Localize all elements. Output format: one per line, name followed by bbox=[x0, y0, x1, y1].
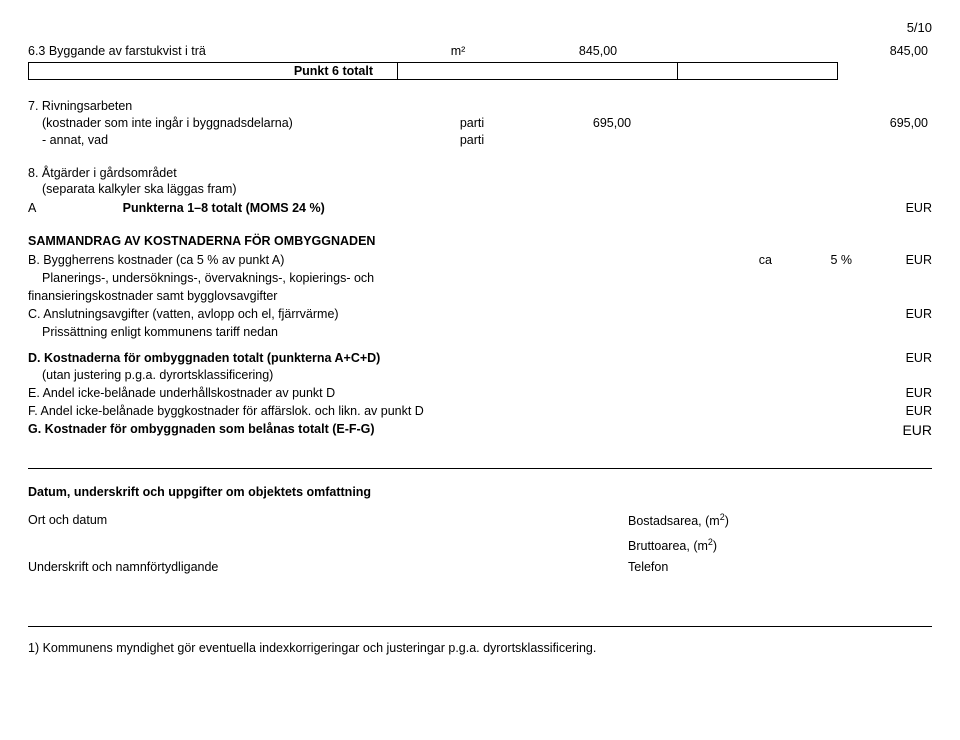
section-8-sub: (separata kalkyler ska läggas fram) bbox=[28, 181, 932, 198]
line-a-prefix: A bbox=[28, 201, 36, 215]
section-8-heading: 8. Åtgärder i gårdsområdet bbox=[28, 165, 932, 182]
line-c-sub: Prissättning enligt kommunens tariff ned… bbox=[28, 324, 932, 341]
bruttoarea: Bruttoarea, (m2) bbox=[628, 536, 932, 555]
line-b-ca: ca bbox=[692, 252, 772, 269]
line-f-label: F. Andel icke-belånade byggkostnader för… bbox=[28, 403, 692, 420]
section-7-annat: - annat, vad parti bbox=[28, 132, 932, 149]
line-b-pct: 5 % bbox=[772, 252, 852, 269]
line-e-label: E. Andel icke-belånade underhållskostnad… bbox=[28, 385, 692, 402]
section-7-subtext: (kostnader som inte ingår i byggnadsdela… bbox=[28, 115, 422, 132]
line-a-label: Punkterna 1–8 totalt (MOMS 24 %) bbox=[123, 201, 325, 215]
line-b-eur: EUR bbox=[852, 252, 932, 269]
line-c-sub-text: Prissättning enligt kommunens tariff ned… bbox=[28, 324, 932, 341]
line-d-eur: EUR bbox=[852, 350, 932, 367]
line-a: A Punkterna 1–8 totalt (MOMS 24 %) EUR bbox=[28, 200, 932, 217]
footnote: 1) Kommunens myndighet gör eventuella in… bbox=[28, 641, 932, 655]
section-8-title: 8. Åtgärder i gårdsområdet bbox=[28, 165, 408, 182]
sig-row-1: Ort och datum Bostadsarea, (m2) bbox=[28, 511, 932, 530]
punkt-6-total-row: Punkt 6 totalt bbox=[28, 62, 932, 80]
line-e-eur: EUR bbox=[852, 385, 932, 402]
line-e: E. Andel icke-belånade underhållskostnad… bbox=[28, 385, 932, 402]
section-7-val1: 695,00 bbox=[522, 115, 702, 132]
line-d-label: D. Kostnaderna för ombyggnaden totalt (p… bbox=[28, 350, 692, 367]
section-7-title: 7. Rivningsarbeten bbox=[28, 98, 408, 115]
line-g-eur: EUR bbox=[852, 421, 932, 440]
line-b-sub1: Planerings-, undersöknings-, övervakning… bbox=[28, 270, 932, 287]
line-b-label: B. Byggherrens kostnader (ca 5 % av punk… bbox=[28, 252, 692, 269]
line-b-sub2-text: finansieringskostnader samt bygglovsavgi… bbox=[28, 288, 932, 305]
section-7-heading: 7. Rivningsarbeten bbox=[28, 98, 932, 115]
telefon: Telefon bbox=[628, 558, 932, 576]
signature-heading: Datum, underskrift och uppgifter om obje… bbox=[28, 483, 932, 501]
line-b: B. Byggherrens kostnader (ca 5 % av punk… bbox=[28, 252, 932, 269]
sig-row-2: Bruttoarea, (m2) bbox=[28, 536, 932, 555]
divider-bottom bbox=[28, 626, 932, 627]
line-6-3-val1: 845,00 bbox=[508, 43, 688, 60]
line-c: C. Anslutningsavgifter (vatten, avlopp o… bbox=[28, 306, 932, 323]
divider-top bbox=[28, 468, 932, 469]
summary-heading: SAMMANDRAG AV KOSTNADERNA FÖR OMBYGGNADE… bbox=[28, 234, 932, 248]
line-6-3: 6.3 Byggande av farstukvist i trä m² 845… bbox=[28, 43, 932, 60]
section-8-subtext: (separata kalkyler ska läggas fram) bbox=[28, 181, 422, 198]
punkt-6-total-blank bbox=[678, 62, 838, 80]
underskrift: Underskrift och namnförtydligande bbox=[28, 558, 628, 576]
line-g-label: G. Kostnader för ombyggnaden som belånas… bbox=[28, 421, 692, 440]
line-c-eur: EUR bbox=[852, 306, 932, 323]
line-d-sub-text: (utan justering p.g.a. dyrortsklassifice… bbox=[28, 367, 932, 384]
section-7-val2: 695,00 bbox=[862, 115, 932, 132]
line-b-sub1-text: Planerings-, undersöknings-, övervakning… bbox=[28, 270, 932, 287]
line-6-3-val2: 845,00 bbox=[848, 43, 932, 60]
page-number: 5/10 bbox=[28, 20, 932, 35]
section-7-annat-unit: parti bbox=[422, 132, 522, 149]
line-6-3-label: 6.3 Byggande av farstukvist i trä bbox=[28, 43, 408, 60]
ort-och-datum: Ort och datum bbox=[28, 511, 628, 530]
punkt-6-total-label: Punkt 6 totalt bbox=[28, 62, 398, 80]
section-7-unit: parti bbox=[422, 115, 522, 132]
line-c-label: C. Anslutningsavgifter (vatten, avlopp o… bbox=[28, 306, 692, 323]
sig-row-3: Underskrift och namnförtydligande Telefo… bbox=[28, 558, 932, 576]
line-6-3-unit: m² bbox=[408, 43, 508, 60]
line-f: F. Andel icke-belånade byggkostnader för… bbox=[28, 403, 932, 420]
line-f-eur: EUR bbox=[852, 403, 932, 420]
line-d: D. Kostnaderna för ombyggnaden totalt (p… bbox=[28, 350, 932, 367]
section-7-annat-label: - annat, vad bbox=[28, 132, 422, 149]
bostadsarea: Bostadsarea, (m2) bbox=[628, 511, 932, 530]
punkt-6-total-value bbox=[398, 62, 678, 80]
line-g: G. Kostnader för ombyggnaden som belånas… bbox=[28, 421, 932, 440]
section-7-sub: (kostnader som inte ingår i byggnadsdela… bbox=[28, 115, 932, 132]
line-d-sub: (utan justering p.g.a. dyrortsklassifice… bbox=[28, 367, 932, 384]
line-a-eur: EUR bbox=[852, 200, 932, 217]
line-b-sub2: finansieringskostnader samt bygglovsavgi… bbox=[28, 288, 932, 305]
